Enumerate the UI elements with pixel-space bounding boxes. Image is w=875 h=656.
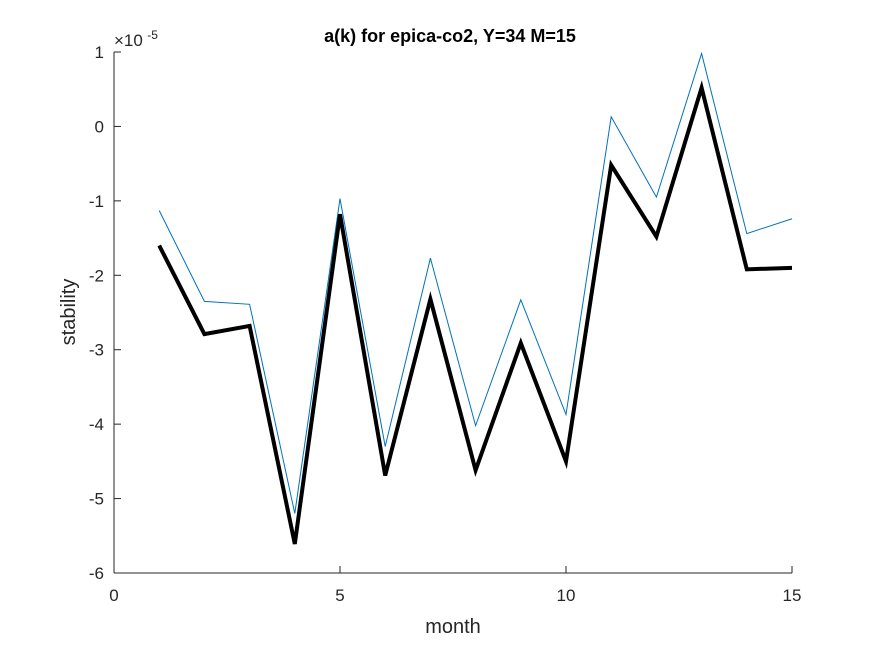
y-tick-label: -5 (89, 490, 104, 509)
y-tick-label: 1 (95, 43, 104, 62)
y-tick-label: -6 (89, 564, 104, 583)
x-tick-label: 0 (109, 586, 118, 605)
series-line-2 (157, 80, 793, 545)
y-tick-label: 0 (95, 117, 104, 136)
x-tick-label: 5 (335, 586, 344, 605)
y-tick-label: -2 (89, 266, 104, 285)
axes (113, 51, 793, 574)
y-multiplier-exponent: -5 (147, 28, 158, 42)
x-axis-label: month (425, 616, 481, 638)
x-tick-label: 10 (557, 586, 576, 605)
plot-series (157, 51, 793, 545)
y-multiplier-base: ×10 (114, 31, 143, 50)
plot-area (114, 52, 792, 573)
y-axis-multiplier: ×10 -5 (114, 28, 158, 50)
x-tick-label: 15 (783, 586, 802, 605)
y-axis-label: stability (58, 279, 80, 346)
chart-title: a(k) for epica-co2, Y=34 M=15 (324, 26, 576, 46)
y-tick-label: -3 (89, 341, 104, 360)
series-line-1 (158, 51, 793, 514)
y-tick-label: -4 (89, 415, 104, 434)
y-tick-label: -1 (89, 192, 104, 211)
